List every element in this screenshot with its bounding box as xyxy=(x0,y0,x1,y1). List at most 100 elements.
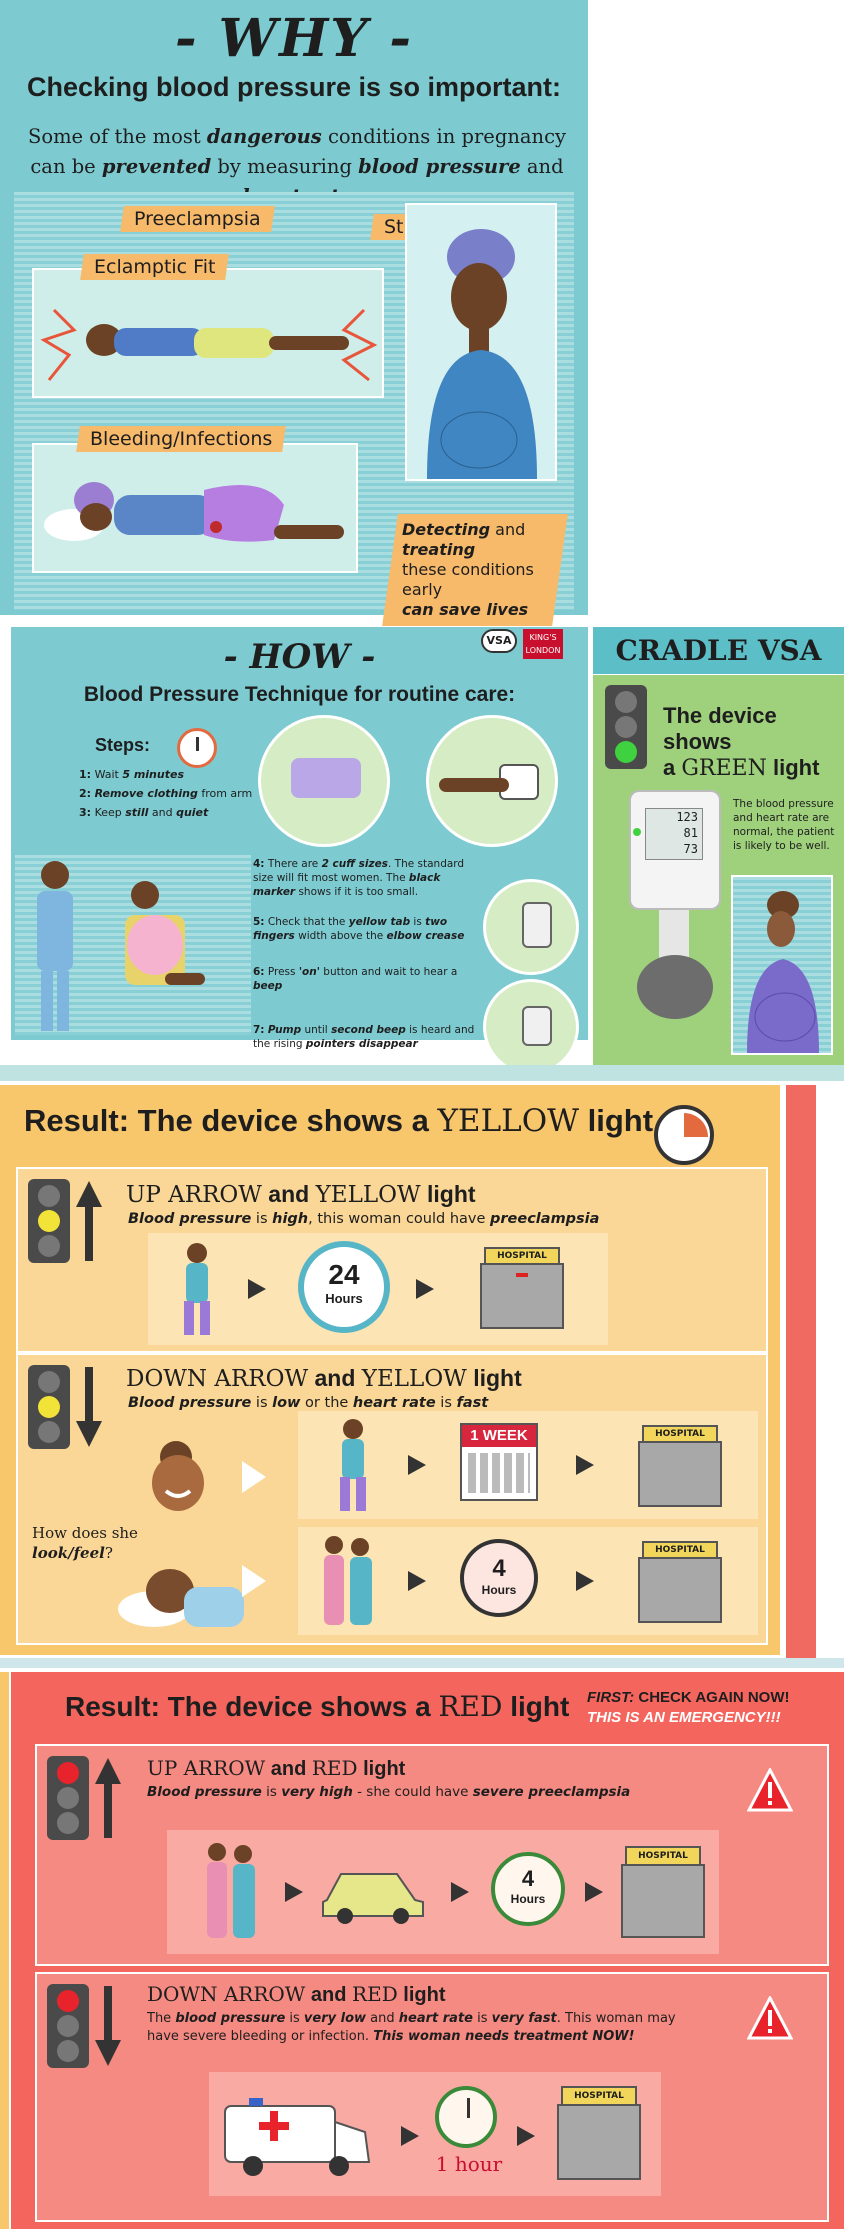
walking-woman-icon xyxy=(184,1243,210,1335)
vsa-logo: VSA xyxy=(481,629,517,653)
cuff-size-illustration xyxy=(258,715,390,847)
flow-arrow-icon xyxy=(451,1882,469,1902)
red-up-heading: UP ARROW and RED light xyxy=(147,1756,406,1780)
hospital-icon: HOSPITAL xyxy=(470,1247,574,1331)
hospital-icon: HOSPITAL xyxy=(549,2086,649,2182)
yellow-up-flow: 24 Hours HOSPITAL xyxy=(148,1233,608,1345)
clock-4-hours-icon: 4 Hours xyxy=(491,1852,565,1926)
clock-15min-icon xyxy=(654,1105,714,1165)
down-arrow-icon xyxy=(95,1986,121,2066)
one-hour-label: 1 hour xyxy=(435,2152,503,2176)
down-arrow-icon xyxy=(76,1367,102,1447)
flow-arrow-icon xyxy=(517,2126,535,2146)
healthy-pregnant-woman-illustration xyxy=(747,891,819,1053)
tag-preeclampsia: Preeclampsia xyxy=(120,206,275,232)
clock-24-hours-icon: 24 Hours xyxy=(298,1241,390,1333)
flow-arrow-icon xyxy=(576,1455,594,1475)
device-bulb-pump xyxy=(637,955,713,1019)
why-title: - WHY - xyxy=(174,8,414,69)
step-7: 7: Pump until second beep is heard and t… xyxy=(253,1024,475,1050)
steps-list-4-7: 4: There are 2 cuff sizes. The standard … xyxy=(253,857,479,1051)
why-section: - WHY - Checking blood pressure is so im… xyxy=(0,0,588,626)
traffic-light-yellow-icon xyxy=(28,1365,70,1449)
red-up-description: Blood pressure is very high - she could … xyxy=(147,1784,631,1800)
look-feel-question: How does she look/feel? xyxy=(32,1524,138,1562)
step-4: 4: There are 2 cuff sizes. The standard … xyxy=(253,858,465,898)
warning-icon xyxy=(747,1996,793,2040)
flow-arrow-icon xyxy=(576,1571,594,1591)
up-arrow-icon xyxy=(76,1181,102,1261)
big-arrow-icon xyxy=(242,1565,266,1597)
hospital-icon: HOSPITAL xyxy=(628,1541,732,1625)
side-strip-yellow xyxy=(0,1672,9,2229)
red-down-flow: 1 hour HOSPITAL xyxy=(209,2072,661,2196)
traffic-light-red-icon xyxy=(47,1756,89,1840)
stopwatch-icon xyxy=(177,728,217,768)
warning-icon xyxy=(747,1768,793,1812)
yellow-light-section: Result: The device shows a YELLOW light … xyxy=(0,1085,780,1655)
red-up-panel: UP ARROW and RED light Blood pressure is… xyxy=(35,1744,829,1966)
ambulance-icon xyxy=(224,2098,371,2176)
woman-stroke-illustration xyxy=(427,229,537,479)
how-title: - HOW - xyxy=(223,637,376,677)
yellow-down-panel: DOWN ARROW and YELLOW light Blood pressu… xyxy=(16,1353,768,1645)
divider-strip-top xyxy=(0,1065,844,1081)
clock-4-hours-icon: 4 Hours xyxy=(460,1539,538,1617)
yellow-up-heading: UP ARROW and YELLOW light xyxy=(126,1181,476,1208)
tag-eclamptic-fit: Eclamptic Fit xyxy=(80,254,230,280)
eclamptic-fit-scene xyxy=(32,268,384,398)
flow-arrow-icon xyxy=(285,1882,303,1902)
clock-1-hour-icon xyxy=(435,2086,497,2148)
accompanied-women-icon xyxy=(207,1843,255,1938)
cradle-device: 123 81 73 xyxy=(619,790,731,1020)
red-down-heading: DOWN ARROW and RED light xyxy=(147,1982,446,2006)
yellow-down-flow-week: 1 WEEK HOSPITAL xyxy=(298,1411,758,1519)
device-screen: 123 81 73 xyxy=(645,808,703,860)
red-up-flow: 4 Hours HOSPITAL xyxy=(167,1830,719,1954)
smiling-woman-face-icon xyxy=(152,1441,204,1511)
step-1: 1: Wait 5 minutes xyxy=(79,768,184,781)
woman-bleeding-illustration xyxy=(44,482,344,542)
flow-arrow-icon xyxy=(416,1279,434,1299)
sick-woman-lying-icon xyxy=(118,1569,244,1627)
hospital-icon: HOSPITAL xyxy=(613,1846,713,1940)
hospital-icon: HOSPITAL xyxy=(628,1425,732,1509)
calendar-1-week-icon: 1 WEEK xyxy=(460,1423,538,1501)
side-strip-red xyxy=(786,1085,816,1660)
traffic-light-yellow-icon xyxy=(28,1179,70,1263)
yellow-up-description: Blood pressure is high, this woman could… xyxy=(128,1211,600,1227)
divider-strip-mid xyxy=(0,1658,844,1668)
nurse-measuring-illustration xyxy=(37,861,205,1031)
woman-seizing-illustration xyxy=(40,308,378,382)
accompanied-women-icon xyxy=(324,1536,372,1625)
traffic-light-red-icon xyxy=(47,1984,89,2068)
steps-list-1-3: 1: Wait 5 minutes 2: Remove clothing fro… xyxy=(79,765,252,822)
stroke-scene xyxy=(405,203,557,481)
flow-arrow-icon xyxy=(408,1571,426,1591)
nurse-patient-scene xyxy=(15,855,251,1035)
yellow-down-flow-4-hours: 4 Hours HOSPITAL xyxy=(298,1527,758,1635)
tag-bleeding-infections: Bleeding/Infections xyxy=(76,426,287,452)
traffic-light-green-icon xyxy=(605,685,647,769)
how-subtitle: Blood Pressure Technique for routine car… xyxy=(83,683,516,706)
kings-college-logo: KING'S LONDON xyxy=(523,629,563,659)
cuff-position-illustration xyxy=(426,715,558,847)
red-check-again: FIRST: CHECK AGAIN NOW! THIS IS AN EMERG… xyxy=(587,1689,790,1726)
flow-arrow-icon xyxy=(248,1279,266,1299)
big-arrow-icon xyxy=(242,1461,266,1493)
cradle-title: CRADLE VSA xyxy=(615,634,822,667)
flow-arrow-icon xyxy=(408,1455,426,1475)
green-heading: The device shows a GREEN light xyxy=(663,703,820,781)
bleeding-scene xyxy=(32,443,358,573)
red-title: Result: The device shows a RED light xyxy=(65,1690,570,1723)
steps-title: Steps: xyxy=(95,735,151,755)
flow-arrow-icon xyxy=(401,2126,419,2146)
taxi-car-icon xyxy=(322,1873,424,1924)
why-subtitle: Checking blood pressure is so important: xyxy=(26,72,562,102)
red-down-panel: DOWN ARROW and RED light The blood press… xyxy=(35,1972,829,2222)
step-5: 5: Check that the yellow tab is two fing… xyxy=(253,916,465,942)
green-description: The blood pressure and heart rate are no… xyxy=(733,798,835,852)
yellow-down-description: Blood pressure is low or the heart rate … xyxy=(128,1395,489,1411)
yellow-up-panel: UP ARROW and YELLOW light Blood pressure… xyxy=(16,1167,768,1353)
save-lives-callout: Detecting and treating these conditions … xyxy=(382,514,568,626)
